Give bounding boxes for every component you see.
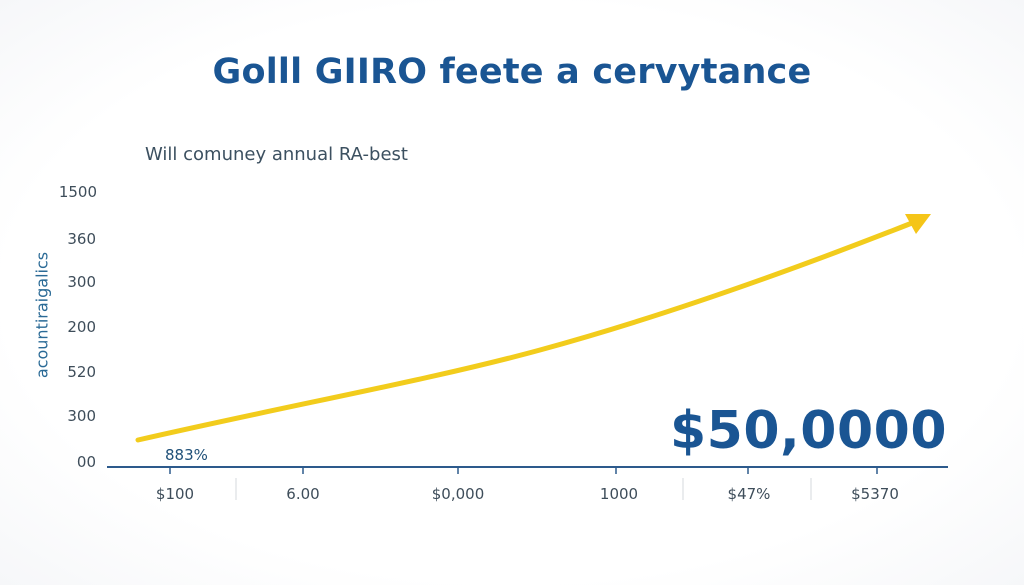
- y-tick-label: 520: [67, 363, 96, 381]
- y-tick-label: 200: [67, 318, 96, 336]
- start-annotation: 883%: [165, 446, 208, 464]
- y-tick-label: 360: [67, 230, 96, 248]
- y-tick-label: 1500: [58, 183, 97, 201]
- x-tick-label: 6.00: [286, 485, 320, 503]
- x-tick-label: 1000: [599, 485, 639, 503]
- x-tick-label: $47%: [727, 485, 771, 503]
- x-tick-label: $100: [155, 485, 195, 503]
- y-tick-label: 00: [76, 453, 96, 471]
- y-tick-label: 300: [67, 273, 96, 291]
- trend-line: [135, 220, 915, 443]
- x-tick-label: $5370: [851, 485, 899, 503]
- value-callout: $50,0000: [670, 401, 948, 461]
- chart-title: Golll GIIRO feete a cervytance: [212, 52, 812, 92]
- chart-subtitle: Will comuney annual RA-best: [145, 144, 408, 165]
- arrow-head-icon: [905, 214, 931, 234]
- x-tick-label: $0,000: [431, 485, 485, 503]
- y-tick-label: 300: [67, 407, 96, 425]
